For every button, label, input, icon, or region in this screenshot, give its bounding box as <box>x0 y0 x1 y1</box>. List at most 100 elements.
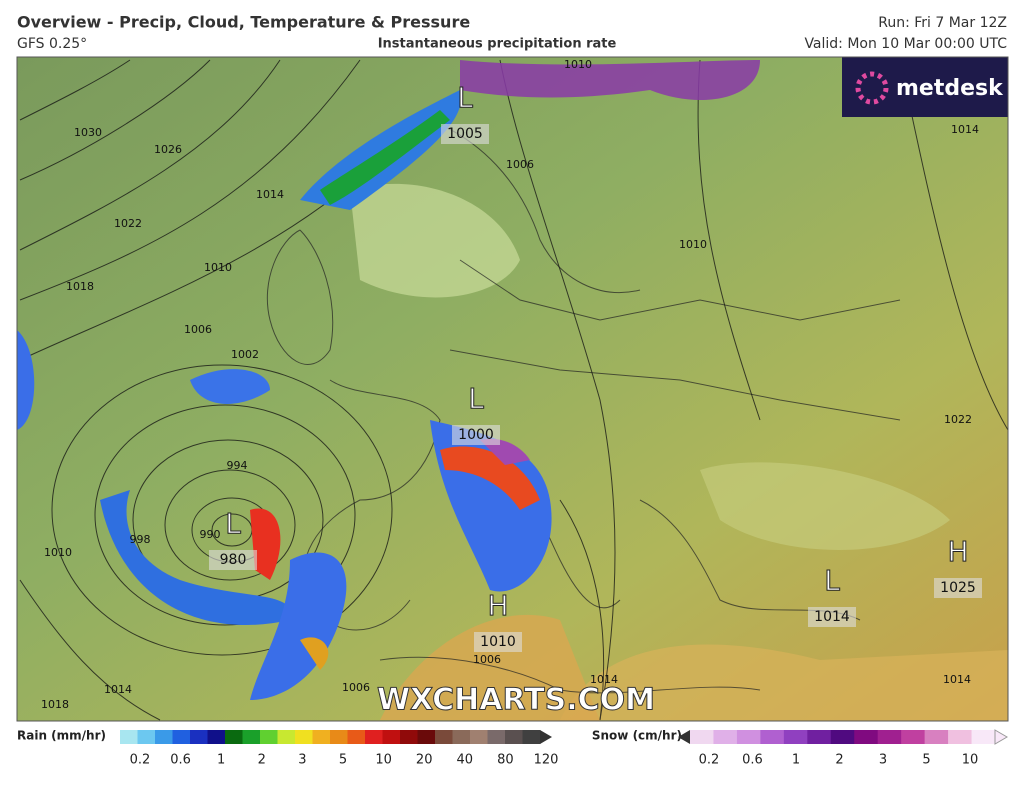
center-label-bg <box>441 124 489 144</box>
rain-tick-label: 120 <box>534 753 559 768</box>
valid-time: Valid: Mon 10 Mar 00:00 UTC <box>804 36 1007 52</box>
isobar-label: 1006 <box>342 681 370 694</box>
center-label-bg <box>474 632 522 652</box>
rain-swatch <box>470 730 488 744</box>
logo-icon <box>855 71 889 105</box>
rain-tick-label: 3 <box>298 753 306 768</box>
rain-swatch <box>172 730 191 744</box>
snow-tick-label: 10 <box>962 753 979 768</box>
map-frame <box>16 56 1009 722</box>
isobar-label: 990 <box>200 528 221 541</box>
isobar-label: 1014 <box>104 683 132 696</box>
rain-swatch <box>330 730 348 744</box>
isobar-label: 1014 <box>590 673 618 686</box>
model: GFS 0.25° <box>17 36 87 52</box>
cloud <box>700 462 950 550</box>
watermark: WXCHARTS.COM <box>377 683 655 718</box>
center-symbol: H <box>487 589 508 622</box>
rain-swatch <box>312 730 331 744</box>
precipitation <box>17 60 760 700</box>
snow-swatch <box>736 730 761 744</box>
center-symbol: L <box>468 382 484 415</box>
snow-swatch <box>783 730 808 744</box>
center-symbol: L <box>824 564 840 597</box>
rain-swatch <box>365 730 383 744</box>
isobar-label: 1030 <box>74 126 102 139</box>
desert <box>380 614 600 721</box>
isobar-label: 1014 <box>256 188 284 201</box>
rain-tick-label: 0.6 <box>170 753 191 768</box>
rain-swatch <box>277 730 296 744</box>
isobar-label: 1014 <box>943 673 971 686</box>
rain-swatch <box>487 730 506 744</box>
snow-swatch <box>854 730 879 744</box>
center-pressure: 1014 <box>814 609 850 625</box>
isobar-label: 1002 <box>231 348 259 361</box>
rain-swatch <box>190 730 208 744</box>
pressure-centers: L 1005 L 1000 L 980 H 1010 L 1014 H 1025 <box>209 81 982 652</box>
snow-swatch <box>971 730 996 744</box>
snow-swatch <box>760 730 785 744</box>
isobar-label: 998 <box>130 533 151 546</box>
snow-tick-label: 1 <box>792 753 800 768</box>
center-label-bg <box>808 607 856 627</box>
rain-swatch <box>452 730 471 744</box>
isobar-label: 1006 <box>506 158 534 171</box>
snow-colorbar: 0.2 0.6 1 2 3 5 10 <box>678 729 1008 768</box>
snow-swatch <box>807 730 832 744</box>
rain-swatch <box>522 730 541 744</box>
snow-arrow <box>994 729 1008 745</box>
map: 1030 1026 1022 1018 1014 1010 1006 1002 998 994 99… <box>17 57 1008 721</box>
rain-tick-label: 1 <box>217 753 225 768</box>
rain-swatch <box>225 730 243 744</box>
snow-tick-label: 0.6 <box>742 753 763 768</box>
snow-tick-label: 3 <box>879 753 887 768</box>
isobar-label: 1010 <box>44 546 72 559</box>
rain-swatch <box>382 730 401 744</box>
center-pressure: 1000 <box>458 427 494 443</box>
center-label-bg <box>452 425 500 445</box>
isobar-label: 1014 <box>951 123 979 136</box>
center-symbol: L <box>457 81 473 114</box>
snow-swatch <box>924 730 949 744</box>
rain-swatch <box>505 730 523 744</box>
snow-swatch <box>690 730 714 744</box>
isobar-labels: 1030 1026 1022 1018 1014 1010 1006 1002 998 994 99… <box>41 58 979 711</box>
isobar-label: 1026 <box>154 143 182 156</box>
snow-legend-label: Snow (cm/hr) <box>592 729 682 743</box>
rain-swatch <box>242 730 261 744</box>
cloud <box>350 183 520 298</box>
rain-tick-label: 2 <box>258 753 266 768</box>
snow-swatch <box>948 730 973 744</box>
snow-swatch <box>830 730 855 744</box>
title: Overview - Precip, Cloud, Temperature & … <box>17 13 470 32</box>
isobar-label: 1018 <box>66 280 94 293</box>
rain-swatch <box>400 730 418 744</box>
isobar-label: 1006 <box>473 653 501 666</box>
rain-arrow <box>540 730 552 744</box>
rain-swatch <box>295 730 313 744</box>
center-label-bg <box>934 578 982 598</box>
rain-tick-label: 0.2 <box>130 753 151 768</box>
rain-swatch <box>120 730 138 744</box>
rain-swatch <box>417 730 436 744</box>
run-time: Run: Fri 7 Mar 12Z <box>878 15 1007 31</box>
rain-tick-label: 40 <box>457 753 474 768</box>
isobar-label: 1022 <box>114 217 142 230</box>
center-pressure: 1025 <box>940 580 976 596</box>
subtitle: Instantaneous precipitation rate <box>378 37 617 52</box>
center-pressure: 1005 <box>447 126 483 142</box>
rain-swatch <box>207 730 226 744</box>
logo-box <box>842 57 1008 117</box>
snow-arrow <box>678 730 690 744</box>
rain-swatch <box>137 730 156 744</box>
snow-swatch <box>877 730 902 744</box>
rain-tick-label: 20 <box>416 753 433 768</box>
logo-text: metdesk <box>896 76 1004 101</box>
rain-legend-label: Rain (mm/hr) <box>17 729 106 743</box>
isobar-label: 1006 <box>184 323 212 336</box>
isobar-label: 1010 <box>204 261 232 274</box>
isobar-label: 994 <box>227 459 248 472</box>
rain-swatch <box>260 730 278 744</box>
